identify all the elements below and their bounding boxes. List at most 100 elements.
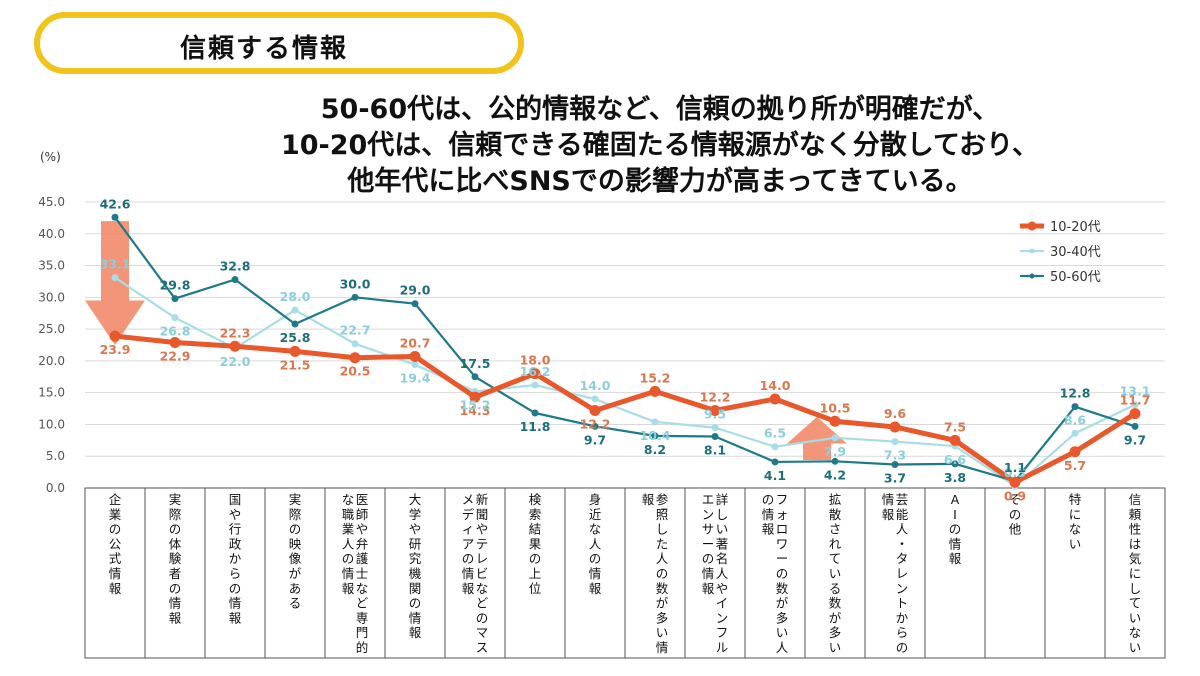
category-label-char: I: [953, 507, 957, 522]
category-label-char: 護: [356, 551, 369, 566]
category-label-char: ォ: [776, 507, 789, 522]
data-label: 6.5: [764, 426, 786, 441]
category-label-char: 関: [409, 581, 422, 596]
category-label: その他: [1009, 492, 1022, 537]
category-label-char: や: [409, 522, 422, 537]
data-point: [771, 443, 779, 451]
category-label-char: そ: [1009, 492, 1022, 507]
category-label-char: 情: [702, 566, 715, 581]
category-label-char: 数: [776, 581, 789, 596]
data-point: [831, 434, 839, 442]
category-label-char: 体: [169, 536, 182, 551]
category-label-char: い: [776, 625, 789, 640]
data-point: [291, 320, 299, 328]
data-point: [531, 409, 539, 417]
category-label-char: な: [476, 581, 489, 596]
headline-line-1: 50-60代は、公的情報など、信頼の拠り所が明確だが、: [320, 94, 1000, 125]
category-label-char: 弁: [356, 536, 369, 551]
data-label: 30.0: [340, 276, 371, 291]
category-label-char: の: [776, 566, 789, 581]
data-point: [711, 424, 719, 432]
category-label-char: な: [589, 522, 602, 537]
category-label-char: る: [289, 596, 302, 611]
category-label-char: 研: [409, 536, 422, 551]
y-tick-label: 35.0: [38, 259, 65, 273]
y-tick-label: 20.0: [38, 354, 65, 368]
series-line-30-40代: [114, 276, 1136, 488]
legend-marker: [1029, 248, 1035, 254]
category-label-char: は: [1129, 536, 1142, 551]
data-label: 4.2: [824, 467, 846, 482]
category-label-char: の: [702, 551, 715, 566]
category-label-char: 頼: [1129, 507, 1142, 522]
data-label: 28.0: [280, 289, 311, 304]
category-label-char: 人: [589, 536, 602, 551]
data-label: 17.5: [460, 356, 491, 371]
category-label-char: 詳: [716, 492, 729, 507]
data-label: 8.2: [644, 442, 666, 457]
category-label-char: タ: [896, 551, 909, 566]
category-label-char: て: [829, 551, 842, 566]
category-label-char: 人: [896, 522, 909, 537]
data-label: 12.8: [1060, 386, 1091, 401]
category-label-char: な: [356, 581, 369, 596]
data-point: [531, 381, 539, 389]
category-label-char: が: [829, 610, 842, 625]
data-point: [1131, 422, 1139, 430]
category-label-char: や: [716, 581, 729, 596]
category-label-char: あ: [289, 581, 302, 596]
legend-label: 50-60代: [1050, 270, 1101, 285]
data-point: [1071, 429, 1079, 437]
data-label: 9.7: [584, 432, 606, 447]
category-label-char: 情: [229, 596, 242, 611]
category-label-char: ビ: [476, 566, 489, 581]
category-label-char: が: [289, 566, 302, 581]
category-label-char: れ: [829, 536, 842, 551]
category-label-char: 式: [109, 551, 122, 566]
data-point: [1069, 446, 1081, 458]
headline-line-3: 他年代に比べSNSでの影響力が高まってきている。: [347, 166, 973, 197]
data-point: [591, 422, 599, 430]
category-label-char: 多: [776, 610, 789, 625]
category-label-char: 新: [476, 492, 489, 507]
category-label-char: い: [829, 640, 842, 655]
data-point: [891, 460, 899, 468]
category-label-char: 政: [229, 536, 242, 551]
headline: 50-60代は、公的情報など、信頼の拠り所が明確だが、 10-20代は、信頼でき…: [200, 92, 1120, 200]
category-label-char: フ: [716, 625, 729, 640]
y-axis-unit: (%): [40, 150, 61, 164]
category-label-char: て: [1129, 596, 1142, 611]
category-label-char: か: [896, 610, 909, 625]
data-label: 0.9: [1004, 488, 1026, 503]
data-label: 29.8: [160, 278, 191, 293]
data-label: 3.8: [944, 470, 966, 485]
data-label: 21.5: [280, 357, 311, 372]
y-tick-label: 25.0: [38, 322, 65, 336]
data-label: 22.9: [160, 348, 191, 363]
data-label: 8.1: [704, 443, 726, 458]
data-label: 23.9: [100, 342, 131, 357]
legend-marker: [1029, 273, 1035, 279]
category-label-char: い: [1129, 640, 1142, 655]
category-label-char: 信: [1129, 492, 1142, 507]
category-label-char: 機: [409, 566, 422, 581]
data-point: [411, 361, 419, 369]
data-label: 16.2: [520, 364, 551, 379]
y-tick-label: 45.0: [38, 195, 65, 209]
data-label: 11.7: [1120, 393, 1151, 408]
category-label-char: の: [409, 596, 422, 611]
category-label-char: 情: [656, 640, 669, 655]
data-label: 13.1: [1120, 384, 1151, 399]
data-point: [289, 345, 301, 357]
data-label: 9.5: [704, 407, 726, 422]
y-tick-label: 40.0: [38, 227, 65, 241]
category-label-char: 際: [169, 507, 182, 522]
category-label-char: イ: [716, 596, 729, 611]
data-point: [351, 340, 359, 348]
data-label: 9.7: [1124, 432, 1146, 447]
category-label-char: 国: [229, 492, 242, 507]
